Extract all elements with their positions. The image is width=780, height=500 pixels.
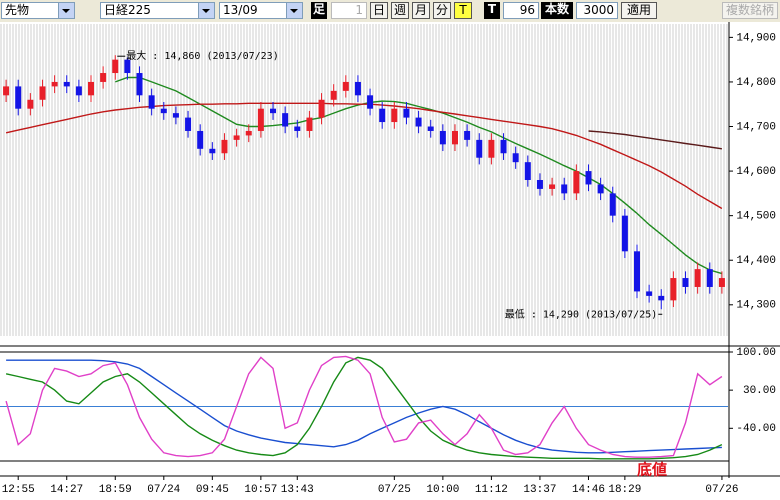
y-tick-label: 14,300 xyxy=(736,300,776,312)
candle-body xyxy=(15,86,21,108)
candle-body xyxy=(355,82,361,95)
candle-body xyxy=(513,153,519,162)
candle-body xyxy=(707,269,713,287)
candle-body xyxy=(197,131,203,149)
candle-body xyxy=(294,127,300,131)
candle-body xyxy=(234,135,240,139)
candle-body xyxy=(573,171,579,193)
candle-body xyxy=(306,118,312,131)
candle-body xyxy=(173,113,179,117)
candle-body xyxy=(695,269,701,287)
x-tick-label: 11:12 xyxy=(475,484,508,496)
series-line xyxy=(6,357,722,458)
candle-body xyxy=(282,113,288,126)
candle-body xyxy=(549,184,555,188)
candle-body xyxy=(209,149,215,153)
candle-body xyxy=(501,140,507,153)
x-tick-label: 13:37 xyxy=(523,484,556,496)
candle-body xyxy=(646,291,652,295)
candle-body xyxy=(149,95,155,108)
candle-body xyxy=(428,127,434,131)
candle-body xyxy=(88,82,94,95)
x-tick-label: 07/25 xyxy=(378,484,411,496)
candle-body xyxy=(391,109,397,122)
x-tick-label: 18:59 xyxy=(99,484,132,496)
y-tick-label: -40.00 xyxy=(736,423,776,435)
candle-body xyxy=(670,278,676,300)
candle-body xyxy=(658,296,664,300)
y-tick-label: 14,900 xyxy=(736,32,776,44)
x-tick-label: 10:00 xyxy=(426,484,459,496)
y-tick-label: 14,400 xyxy=(736,255,776,267)
candle-body xyxy=(221,140,227,153)
y-tick-label: 14,500 xyxy=(736,211,776,223)
x-tick-label: 12:55 xyxy=(2,484,35,496)
candle-body xyxy=(27,100,33,109)
y-tick-label: 14,600 xyxy=(736,166,776,178)
annotation: 最低 : 14,290 (2013/07/25) xyxy=(505,307,657,320)
candle-body xyxy=(319,100,325,118)
annotation: 最大 : 14,860 (2013/07/23) xyxy=(126,49,278,62)
candle-body xyxy=(246,131,252,135)
x-tick-label: 07/24 xyxy=(147,484,180,496)
y-tick-label: 30.00 xyxy=(743,385,776,397)
candle-body xyxy=(52,82,58,86)
candle-body xyxy=(683,278,689,287)
candle-body xyxy=(137,73,143,95)
candle-body xyxy=(537,180,543,189)
annotation: 底値 xyxy=(637,461,667,479)
candle-body xyxy=(185,118,191,131)
candle-body xyxy=(719,278,725,287)
candle-body xyxy=(464,131,470,140)
x-tick-label: 18:29 xyxy=(608,484,641,496)
candle-body xyxy=(76,86,82,95)
candle-body xyxy=(343,82,349,91)
candle-body xyxy=(258,109,264,131)
candle-body xyxy=(488,140,494,158)
x-tick-label: 10:57 xyxy=(244,484,277,496)
y-tick-label: 14,800 xyxy=(736,77,776,89)
candle-body xyxy=(64,82,70,86)
candle-body xyxy=(100,73,106,82)
candle-body xyxy=(403,109,409,118)
candle-body xyxy=(598,184,604,193)
price-panel-bg xyxy=(0,24,728,336)
y-tick-label: 14,700 xyxy=(736,121,776,133)
candle-body xyxy=(476,140,482,158)
x-tick-label: 13:43 xyxy=(281,484,314,496)
candle-body xyxy=(585,171,591,184)
x-tick-label: 07/26 xyxy=(705,484,738,496)
candle-body xyxy=(379,109,385,122)
candle-body xyxy=(331,91,337,100)
candle-body xyxy=(270,109,276,113)
x-tick-label: 14:27 xyxy=(50,484,83,496)
candle-body xyxy=(561,184,567,193)
candle-body xyxy=(452,131,458,144)
candle-body xyxy=(161,109,167,113)
candle-body xyxy=(440,131,446,144)
candle-body xyxy=(367,95,373,108)
candle-body xyxy=(610,193,616,215)
candle-body xyxy=(525,162,531,180)
candle-body xyxy=(634,251,640,291)
x-tick-label: 14:46 xyxy=(572,484,605,496)
candle-body xyxy=(622,216,628,252)
candle-body xyxy=(3,86,9,95)
candle-body xyxy=(112,60,118,73)
candle-body xyxy=(416,118,422,127)
x-tick-label: 09:45 xyxy=(196,484,229,496)
y-tick-label: 100.00 xyxy=(736,347,776,359)
candle-body xyxy=(39,86,45,99)
